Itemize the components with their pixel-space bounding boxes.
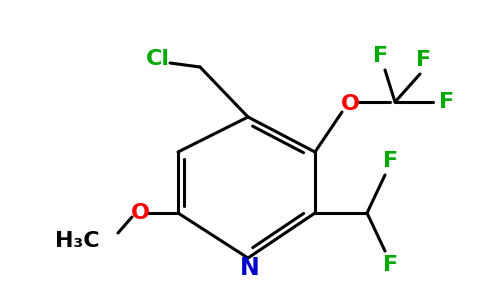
- Text: F: F: [439, 92, 454, 112]
- Text: F: F: [383, 151, 398, 171]
- Text: O: O: [341, 94, 360, 114]
- Text: F: F: [374, 46, 389, 66]
- Text: H₃C: H₃C: [55, 231, 100, 251]
- Text: N: N: [240, 256, 260, 280]
- Text: F: F: [383, 255, 398, 275]
- Text: Cl: Cl: [146, 49, 170, 69]
- Text: O: O: [131, 203, 150, 223]
- Text: F: F: [416, 50, 432, 70]
